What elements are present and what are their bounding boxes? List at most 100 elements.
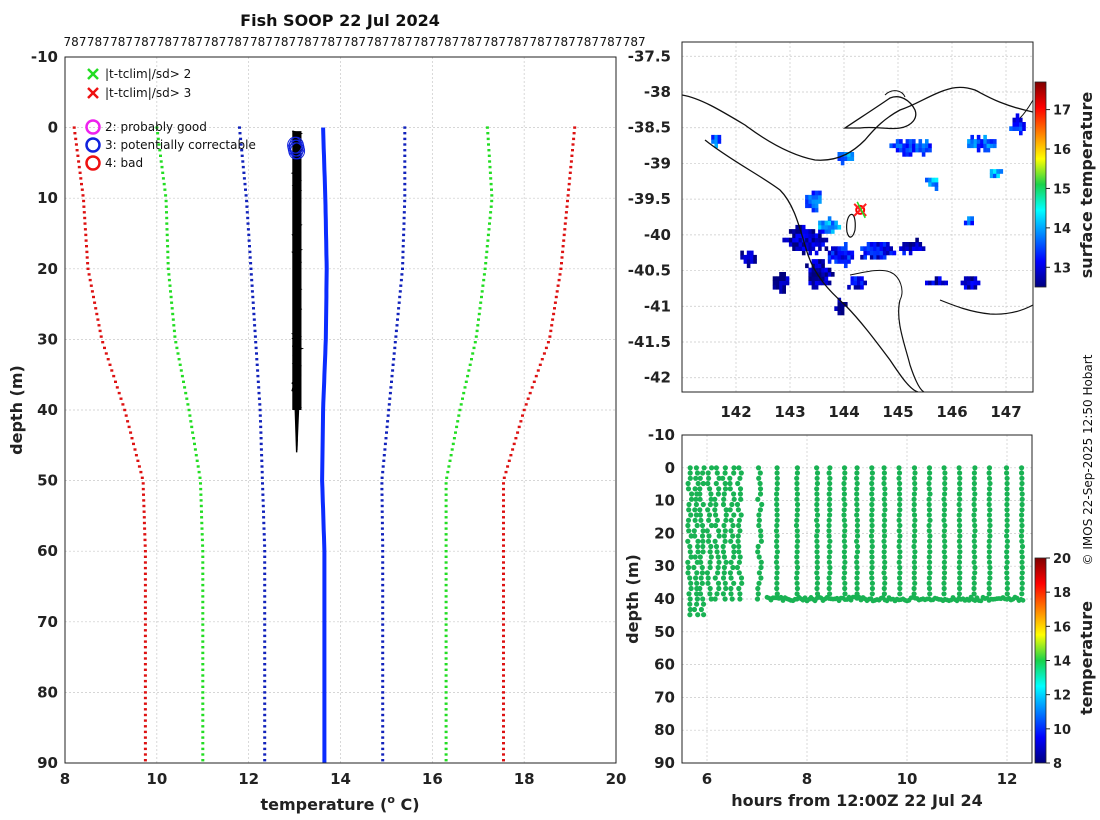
sst-cell: [857, 276, 861, 281]
series-point: [184, 391, 188, 395]
sst-cell: [714, 139, 718, 144]
data-point: [956, 517, 963, 523]
data-point: [704, 570, 711, 576]
sst-cell: [989, 139, 994, 144]
sst-cell: [808, 242, 812, 247]
series-point: [381, 595, 385, 598]
sst-cell: [905, 246, 910, 251]
series-point: [253, 324, 257, 327]
map-y-ticks: -37.5-38-38.5-39-39.5-40-40.5-41-41.5-42: [628, 47, 671, 386]
series-point: [83, 222, 87, 225]
data-point: [814, 522, 821, 529]
sst-cell: [999, 169, 1004, 174]
data-point: [731, 491, 737, 497]
data-point: [722, 465, 729, 471]
series-point: [178, 363, 182, 366]
series-point: [201, 606, 205, 609]
cruise-id-label: 787: [530, 35, 553, 49]
data-point: [926, 480, 932, 487]
data-point: [957, 475, 963, 481]
data-point: [699, 570, 706, 576]
series-point: [403, 171, 407, 174]
series-point: [143, 550, 147, 553]
series-point: [92, 295, 95, 299]
series-point: [489, 177, 493, 180]
series-point: [248, 256, 252, 259]
data-point: [842, 543, 848, 550]
series-point: [487, 228, 491, 231]
data-point: [986, 465, 993, 471]
data-point: [1019, 465, 1025, 471]
sst-cell: [792, 237, 796, 243]
data-point: [1004, 554, 1010, 560]
series-point: [112, 374, 116, 378]
sst-cell: [844, 156, 848, 161]
data-point: [827, 475, 833, 481]
y-tick-label: 70: [654, 688, 675, 706]
series-point: [383, 442, 387, 446]
series-point: [263, 612, 267, 615]
timeseries-x-ticks: 6 8 10 12: [702, 770, 1018, 788]
series-point: [143, 725, 147, 728]
series-point: [450, 448, 454, 451]
sst-cell: [876, 242, 880, 247]
data-point: [926, 585, 933, 592]
sst-cell: [837, 224, 842, 230]
series-point: [502, 510, 505, 513]
data-point: [869, 585, 876, 592]
cruise-id-label: 787: [460, 35, 483, 49]
series-point: [474, 335, 478, 338]
sst-cell: [850, 250, 855, 256]
data-point: [1004, 559, 1010, 565]
series-point: [243, 182, 247, 186]
data-point: [756, 475, 762, 481]
data-point: [814, 512, 821, 518]
series-point: [183, 386, 187, 389]
sst-cell: [811, 259, 816, 264]
data-point: [841, 517, 848, 523]
colorbar-tick-label: 14: [1053, 222, 1071, 237]
sst-cell: [821, 276, 825, 281]
series-point: [201, 708, 205, 711]
series-point: [73, 132, 77, 135]
sst-cell: [808, 194, 812, 200]
series-point: [260, 476, 264, 479]
data-point: [734, 564, 741, 571]
series-point: [82, 205, 86, 208]
series-point: [381, 657, 385, 660]
series-point: [200, 521, 204, 525]
series-point: [81, 194, 85, 197]
data-point: [720, 543, 726, 550]
series-point: [502, 742, 505, 745]
data-point: [854, 528, 860, 534]
data-point: [957, 554, 963, 560]
data-point: [686, 591, 692, 597]
series-point: [502, 679, 505, 683]
series-point: [402, 228, 406, 231]
series-point: [248, 245, 251, 248]
series-point: [143, 555, 147, 558]
series-point: [263, 651, 267, 655]
sst-cell: [814, 207, 819, 213]
data-point: [987, 522, 993, 529]
series-point: [489, 205, 493, 208]
data-point: [942, 491, 948, 497]
series-point: [190, 425, 194, 429]
sst-cell: [853, 280, 858, 286]
series-point: [252, 318, 256, 321]
data-point: [956, 501, 962, 508]
y-tick-label: -41.5: [628, 333, 671, 351]
sst-cell: [808, 229, 812, 234]
data-point: [972, 564, 978, 571]
data-point: [814, 465, 820, 471]
series-point: [392, 352, 396, 355]
series-point: [444, 651, 448, 655]
data-point: [757, 470, 763, 476]
series-point: [167, 278, 171, 282]
series-point: [174, 341, 178, 344]
data-point: [699, 533, 706, 539]
data-point: [737, 554, 743, 560]
series-point: [381, 759, 385, 762]
data-point: [722, 480, 728, 487]
series-point: [143, 668, 147, 671]
